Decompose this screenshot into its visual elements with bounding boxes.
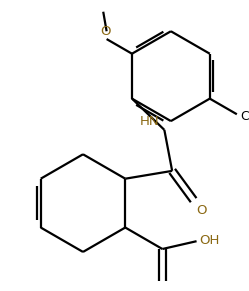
Text: HN: HN <box>140 115 159 128</box>
Text: O: O <box>100 25 111 38</box>
Text: OH: OH <box>199 234 220 247</box>
Text: CH₃: CH₃ <box>241 110 249 123</box>
Text: O: O <box>196 204 207 217</box>
